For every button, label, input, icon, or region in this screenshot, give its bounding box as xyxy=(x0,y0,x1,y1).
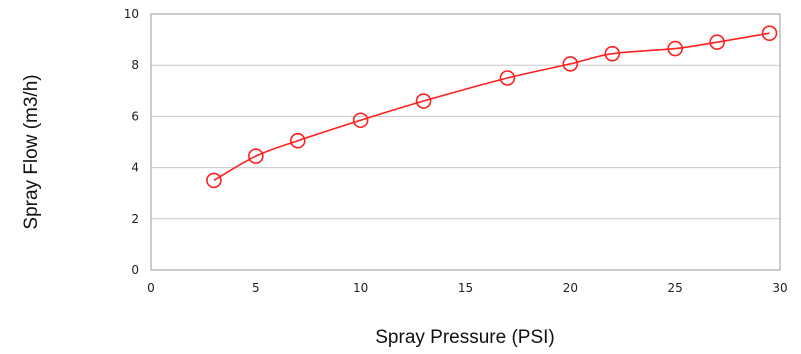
y-tick-labels: 0 2 4 6 8 10 xyxy=(124,7,139,277)
grid-lines xyxy=(151,14,780,270)
y-tick-label: 2 xyxy=(131,212,139,226)
x-tick-labels: 0 5 10 15 20 25 30 xyxy=(147,281,787,295)
y-tick-label: 6 xyxy=(131,109,139,123)
plot-frame xyxy=(151,14,780,270)
y-tick-label: 8 xyxy=(131,58,139,72)
x-tick-label: 30 xyxy=(772,281,787,295)
data-point xyxy=(763,26,777,40)
x-tick-label: 5 xyxy=(252,281,260,295)
x-axis-title: Spray Pressure (PSI) xyxy=(375,327,555,348)
y-axis-title: Spray Flow (m3/h) xyxy=(21,74,42,229)
y-tick-label: 4 xyxy=(131,161,139,175)
x-tick-label: 25 xyxy=(668,281,683,295)
x-tick-label: 0 xyxy=(147,281,155,295)
series-line xyxy=(214,33,770,180)
x-tick-label: 15 xyxy=(458,281,473,295)
data-points xyxy=(207,26,777,187)
y-tick-label: 0 xyxy=(131,263,139,277)
y-tick-label: 10 xyxy=(124,7,139,21)
x-tick-label: 20 xyxy=(563,281,578,295)
x-tick-label: 10 xyxy=(353,281,368,295)
